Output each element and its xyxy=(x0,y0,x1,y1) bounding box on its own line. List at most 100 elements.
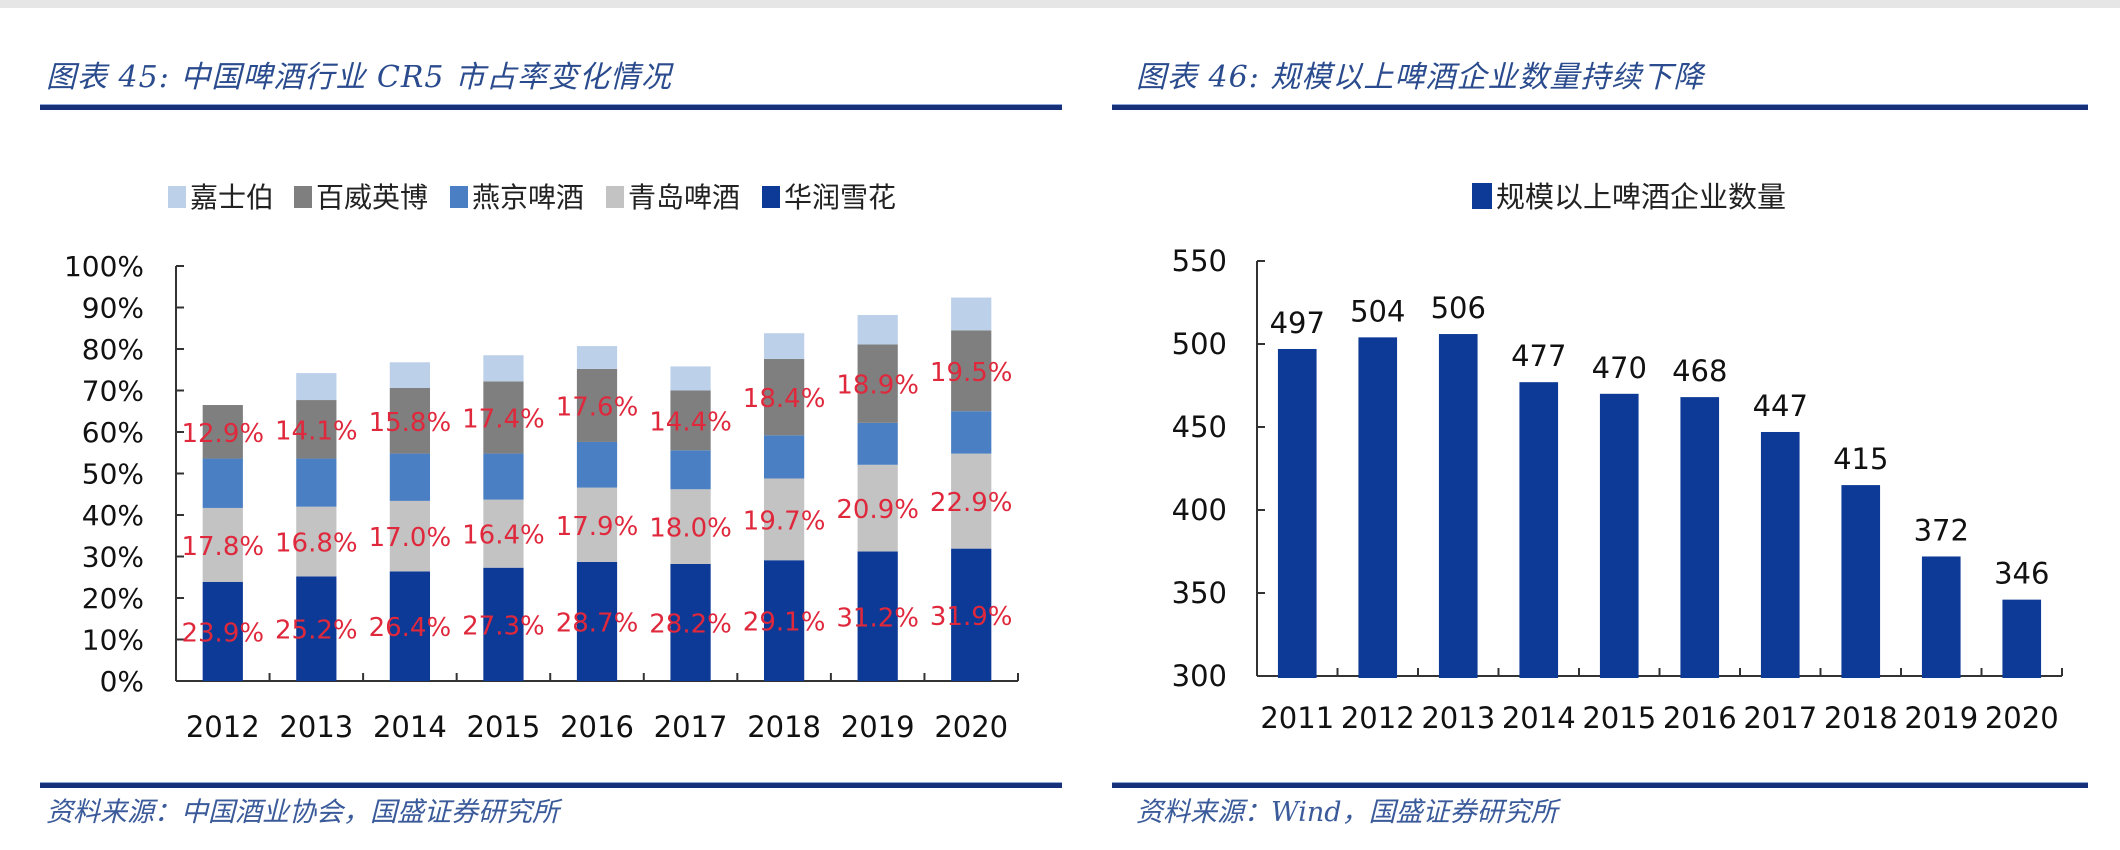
y-tick-label: 40% xyxy=(82,499,144,532)
bar-segment-2018 xyxy=(763,560,805,681)
x-tick-label: 2015 xyxy=(467,710,541,744)
bar-segment-2017 xyxy=(670,489,711,564)
bar-segment-2016 xyxy=(576,368,618,442)
y-tick-label: 100% xyxy=(64,250,144,283)
top-border xyxy=(0,0,2120,8)
bar-segment-2018 xyxy=(763,478,805,561)
data-label: 20.9% xyxy=(836,495,919,525)
data-label: 19.7% xyxy=(743,506,826,536)
data-label: 31.9% xyxy=(930,602,1013,632)
data-label: 468 xyxy=(1672,354,1727,388)
y-tick-label: 90% xyxy=(82,292,144,325)
bar-segment-2019 xyxy=(857,314,898,345)
right-figure-panel: 图表 46: 规模以上啤酒企业数量持续下降 规模以上啤酒企业数量 300 350 40… xyxy=(1080,0,2120,850)
left-source-rule xyxy=(40,782,1062,788)
bar-segment-2015 xyxy=(483,355,524,382)
bar-segment-2018 xyxy=(763,435,805,479)
data-label: 14.1% xyxy=(275,416,358,446)
bar-segment-2013 xyxy=(296,506,337,577)
legend-label-5: 华润雪花 xyxy=(784,181,896,214)
left-figure-panel: 图表 45: 中国啤酒行业 CR5 市占率变化情况 嘉士伯 百威英博 燕京啤酒 青岛啤… xyxy=(40,60,1062,828)
x-tick-label: 2017 xyxy=(1743,701,1817,735)
y-tick-label: 80% xyxy=(82,333,144,366)
bar-segment-2016 xyxy=(576,561,618,681)
data-label: 16.8% xyxy=(275,529,358,559)
bar-segment-2019 xyxy=(857,422,898,465)
x-tick-label: 2012 xyxy=(186,710,260,744)
x-tick-label: 2018 xyxy=(747,710,821,744)
bar-segment-2016 xyxy=(576,346,618,369)
bar-segment-2020 xyxy=(951,297,992,331)
legend-label-3: 燕京啤酒 xyxy=(472,181,584,214)
data-label: 346 xyxy=(1994,557,2049,591)
x-tick-label: 2015 xyxy=(1582,701,1656,735)
bar-2016 xyxy=(1680,397,1720,678)
bar-segment-2012 xyxy=(202,581,243,681)
x-tick-label: 2019 xyxy=(1904,701,1978,735)
bar-2011 xyxy=(1277,348,1317,678)
y-tick-label: 300 xyxy=(1172,659,1227,693)
bar-2015 xyxy=(1599,393,1639,678)
legend-label-1: 嘉士伯 xyxy=(190,181,274,214)
legend-swatch xyxy=(1472,183,1492,209)
legend-label-2: 百威英博 xyxy=(316,181,428,214)
bar-segment-2012 xyxy=(202,507,243,582)
data-label: 15.8% xyxy=(369,408,452,438)
y-tick-label: 30% xyxy=(82,541,144,574)
bar-segment-2018 xyxy=(763,333,805,359)
bar-segment-2016 xyxy=(576,487,618,562)
data-label: 31.2% xyxy=(836,603,919,633)
x-tick-label: 2013 xyxy=(1421,701,1495,735)
bar-segment-2019 xyxy=(857,464,898,552)
bar-segment-2012 xyxy=(202,458,243,508)
data-label: 19.5% xyxy=(930,358,1013,388)
data-label: 28.7% xyxy=(556,608,639,638)
bar-segment-2015 xyxy=(483,567,524,681)
x-tick-label: 2012 xyxy=(1341,701,1415,735)
y-tick-label: 500 xyxy=(1172,327,1227,361)
data-label: 18.9% xyxy=(836,371,919,401)
y-tick-label: 20% xyxy=(82,582,144,615)
x-tick-label: 2019 xyxy=(841,710,915,744)
data-label: 506 xyxy=(1431,291,1486,325)
legend-swatch-3 xyxy=(450,186,468,208)
y-tick-label: 50% xyxy=(82,458,144,491)
bar-segment-2017 xyxy=(670,366,711,391)
cr5-stacked-bar-chart: 嘉士伯 百威英博 燕京啤酒 青岛啤酒 华润雪花 0% 10% 20% 30% 40% 50% 60% 7… xyxy=(64,181,1019,744)
x-tick-label: 2017 xyxy=(654,710,728,744)
bar-segment-2014 xyxy=(389,500,431,572)
legend-swatch-1 xyxy=(168,186,186,208)
data-label: 470 xyxy=(1592,351,1647,385)
x-tick-label: 2014 xyxy=(373,710,447,744)
right-figure-title: 图表 46: 规模以上啤酒企业数量持续下降 xyxy=(1136,60,1705,95)
data-label: 18.0% xyxy=(649,514,732,544)
x-tick-label: 2016 xyxy=(1663,701,1737,735)
data-label: 497 xyxy=(1270,306,1325,340)
bar-2013 xyxy=(1438,334,1478,678)
bar-segment-2016 xyxy=(576,441,618,488)
bar-segment-2013 xyxy=(296,458,337,507)
data-label: 22.9% xyxy=(930,488,1013,518)
y-tick-label: 550 xyxy=(1172,244,1227,278)
bar-segment-2013 xyxy=(296,576,337,681)
bar-2019 xyxy=(1921,556,1961,678)
data-label: 17.8% xyxy=(181,532,264,562)
legend-swatch-4 xyxy=(606,186,624,208)
brewery-count-bar-chart: 规模以上啤酒企业数量 300 350 400 450 500 550 497 2011 504 20… xyxy=(1172,180,2063,735)
data-label: 27.3% xyxy=(462,611,545,641)
bar-segment-2012 xyxy=(202,405,243,459)
bar-segment-2014 xyxy=(389,453,431,501)
legend-label-4: 青岛啤酒 xyxy=(628,181,740,214)
x-tick-label: 2016 xyxy=(560,710,634,744)
left-figure-title: 图表 45: 中国啤酒行业 CR5 市占率变化情况 xyxy=(46,60,673,95)
bar-segment-2014 xyxy=(389,571,431,681)
data-label: 29.1% xyxy=(743,608,826,638)
y-tick-label: 60% xyxy=(82,416,144,449)
bar-segment-2017 xyxy=(670,450,711,490)
bar-segment-2020 xyxy=(951,411,992,454)
bar-segment-2015 xyxy=(483,499,524,568)
x-tick-label: 2014 xyxy=(1502,701,1576,735)
data-label: 447 xyxy=(1753,389,1808,423)
bar-segment-2015 xyxy=(483,453,524,500)
data-label: 17.4% xyxy=(462,404,545,434)
